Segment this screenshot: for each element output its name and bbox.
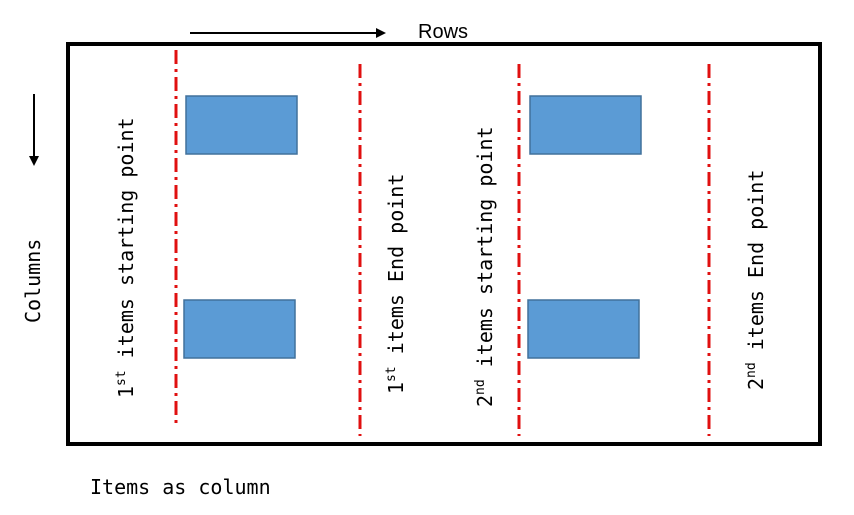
caption: Items as column <box>90 475 271 499</box>
rows-label: Rows <box>418 21 468 43</box>
label-2nd-start: 2nd items starting point <box>473 126 497 407</box>
item-box-1-top <box>185 95 298 155</box>
item-box-2-bottom <box>527 299 640 359</box>
container-frame <box>66 42 822 446</box>
label-1st-end: 1st items End point <box>384 174 408 394</box>
columns-label: Columns <box>21 239 45 323</box>
label-2nd-end: 2nd items End point <box>744 170 768 390</box>
item-box-2-top <box>529 95 642 155</box>
item-box-1-bottom <box>183 299 296 359</box>
label-1st-start: 1st items starting point <box>114 117 138 398</box>
